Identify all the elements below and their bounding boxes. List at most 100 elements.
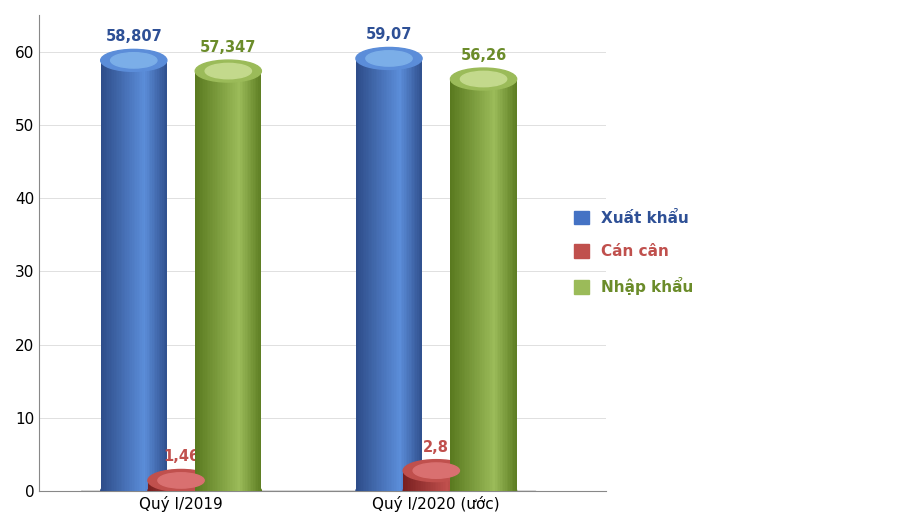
Bar <box>240 71 242 491</box>
Bar <box>201 481 203 491</box>
Bar <box>407 58 409 491</box>
Bar <box>242 71 244 491</box>
Bar <box>472 79 474 491</box>
Bar <box>437 471 438 491</box>
Ellipse shape <box>356 47 422 70</box>
Bar <box>254 71 256 491</box>
Bar <box>145 61 147 491</box>
Bar <box>213 481 214 491</box>
Bar <box>204 481 206 491</box>
Bar <box>139 61 141 491</box>
Bar <box>119 61 121 491</box>
Bar <box>461 471 463 491</box>
Bar <box>188 481 189 491</box>
Bar <box>406 58 407 491</box>
Bar <box>366 58 367 491</box>
Bar <box>137 61 139 491</box>
Bar <box>410 58 412 491</box>
Bar <box>204 71 205 491</box>
Bar <box>165 61 167 491</box>
Bar <box>211 481 213 491</box>
Ellipse shape <box>158 473 204 488</box>
Bar <box>149 61 151 491</box>
Bar <box>450 79 452 491</box>
Bar <box>509 79 510 491</box>
Bar <box>164 481 166 491</box>
Bar <box>493 79 495 491</box>
Bar <box>181 481 183 491</box>
Bar <box>373 58 374 491</box>
Bar <box>377 58 379 491</box>
Bar <box>184 481 186 491</box>
Bar <box>415 471 417 491</box>
Bar <box>433 471 435 491</box>
Bar <box>215 71 216 491</box>
Bar <box>448 471 449 491</box>
Bar <box>207 481 209 491</box>
Bar <box>170 481 171 491</box>
Bar <box>178 481 179 491</box>
Bar <box>505 79 507 491</box>
Bar <box>374 58 376 491</box>
Bar <box>173 481 174 491</box>
Bar <box>226 71 228 491</box>
Bar <box>445 471 446 491</box>
Bar <box>228 71 230 491</box>
Bar <box>420 58 422 491</box>
Ellipse shape <box>413 463 459 479</box>
Ellipse shape <box>101 50 167 71</box>
Bar <box>399 58 400 491</box>
Bar <box>248 71 250 491</box>
Bar <box>456 79 457 491</box>
Bar <box>392 58 394 491</box>
Bar <box>413 471 415 491</box>
Bar <box>443 471 445 491</box>
Bar <box>429 471 431 491</box>
Bar <box>121 61 122 491</box>
Bar <box>253 71 254 491</box>
Bar <box>364 58 366 491</box>
Bar <box>222 71 224 491</box>
Bar <box>195 71 197 491</box>
Bar <box>507 79 509 491</box>
Ellipse shape <box>403 460 469 482</box>
Bar <box>148 481 150 491</box>
Bar <box>159 61 161 491</box>
Bar <box>203 481 204 491</box>
Bar <box>154 481 156 491</box>
Legend: Xuất khẩu, Cán cân, Nhập khẩu: Xuất khẩu, Cán cân, Nhập khẩu <box>566 203 701 303</box>
Bar <box>258 71 260 491</box>
Text: 59,07: 59,07 <box>366 27 412 42</box>
Bar <box>402 58 404 491</box>
Bar <box>441 471 443 491</box>
Bar <box>125 61 127 491</box>
Bar <box>153 61 155 491</box>
Bar <box>458 471 459 491</box>
Bar <box>106 61 107 491</box>
Bar <box>431 471 433 491</box>
Bar <box>438 471 439 491</box>
Bar <box>212 71 214 491</box>
Ellipse shape <box>111 53 157 68</box>
Bar <box>109 61 111 491</box>
Bar <box>394 58 396 491</box>
Bar <box>124 61 125 491</box>
Bar <box>210 71 212 491</box>
Bar <box>487 79 489 491</box>
Bar <box>382 58 384 491</box>
Bar <box>129 61 131 491</box>
Bar <box>465 471 466 491</box>
Bar <box>455 471 456 491</box>
Bar <box>160 481 161 491</box>
Bar <box>158 481 160 491</box>
Bar <box>225 71 226 491</box>
Bar <box>156 481 158 491</box>
Bar <box>417 58 419 491</box>
Bar <box>410 471 411 491</box>
Bar <box>142 61 143 491</box>
Bar <box>234 71 235 491</box>
Bar <box>193 481 194 491</box>
Ellipse shape <box>205 63 252 79</box>
Text: 57,347: 57,347 <box>200 40 256 55</box>
Polygon shape <box>82 491 549 500</box>
